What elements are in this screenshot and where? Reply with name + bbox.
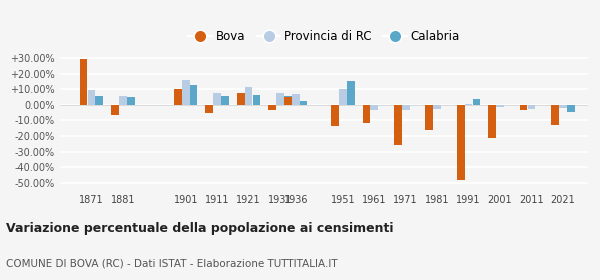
Bar bbox=[347, 81, 355, 105]
Bar bbox=[182, 80, 190, 105]
Bar bbox=[284, 97, 292, 105]
Bar bbox=[245, 87, 253, 105]
Bar bbox=[370, 105, 378, 109]
Bar bbox=[299, 101, 307, 105]
Bar bbox=[527, 105, 535, 109]
Bar bbox=[551, 105, 559, 125]
Bar bbox=[127, 97, 134, 105]
Bar bbox=[80, 59, 88, 105]
Text: COMUNE DI BOVA (RC) - Dati ISTAT - Elaborazione TUTTITALIA.IT: COMUNE DI BOVA (RC) - Dati ISTAT - Elabo… bbox=[6, 258, 338, 268]
Bar bbox=[559, 105, 567, 108]
Bar bbox=[205, 105, 213, 113]
Bar bbox=[433, 105, 441, 109]
Bar bbox=[284, 96, 292, 105]
Legend: Bova, Provincia di RC, Calabria: Bova, Provincia di RC, Calabria bbox=[184, 25, 464, 48]
Bar bbox=[221, 95, 229, 105]
Bar bbox=[88, 90, 95, 105]
Bar bbox=[253, 95, 260, 105]
Bar bbox=[111, 105, 119, 115]
Bar bbox=[276, 93, 284, 105]
Bar bbox=[362, 105, 370, 123]
Bar bbox=[331, 105, 339, 126]
Bar bbox=[520, 105, 527, 110]
Bar bbox=[119, 96, 127, 105]
Bar bbox=[95, 96, 103, 105]
Bar bbox=[174, 88, 182, 105]
Bar bbox=[268, 105, 276, 109]
Bar bbox=[425, 105, 433, 130]
Bar bbox=[213, 93, 221, 105]
Bar bbox=[292, 94, 299, 105]
Bar bbox=[567, 105, 575, 112]
Bar bbox=[402, 105, 410, 109]
Bar bbox=[237, 93, 245, 105]
Bar bbox=[190, 85, 197, 105]
Bar bbox=[464, 104, 472, 105]
Bar bbox=[488, 105, 496, 137]
Bar bbox=[339, 88, 347, 105]
Bar bbox=[457, 105, 464, 180]
Bar bbox=[496, 105, 504, 107]
Bar bbox=[394, 105, 402, 144]
Text: Variazione percentuale della popolazione ai censimenti: Variazione percentuale della popolazione… bbox=[6, 222, 394, 235]
Bar bbox=[473, 99, 481, 105]
